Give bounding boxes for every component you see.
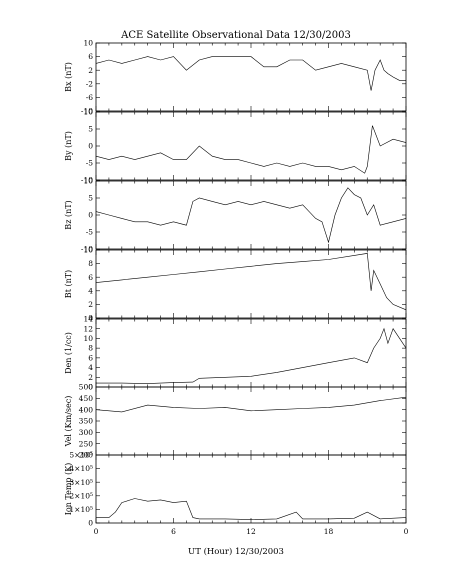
x-tick-label: 0	[404, 527, 409, 536]
y-tick-label: 1×10⁵	[69, 505, 93, 514]
y-tick-label: 0	[88, 383, 93, 392]
x-tick-label: 6	[171, 527, 176, 536]
x-tick-label: 18	[324, 527, 334, 536]
panel-4: 10 8 6 4 2 0 Bt (nT)	[64, 246, 407, 323]
y-tick-label: 3×10⁵	[69, 478, 93, 487]
y-tick-label: -10	[81, 245, 93, 254]
y-tick-label: 6	[88, 353, 93, 362]
y-tick-label: -5	[86, 228, 94, 237]
y-tick-label: 10	[83, 177, 93, 186]
y-tick-label: -10	[81, 107, 93, 116]
y-tick-label: 14	[83, 315, 93, 324]
y-axis-label: Bt (nT)	[64, 270, 73, 298]
panels: 10 6 2 -2 -6 -10 Bx (nT) 10 5 0 -5 -10 By (nT) 10 5 0 -5…	[64, 39, 409, 536]
y-tick-label: 8	[88, 259, 93, 268]
plot-frame	[95, 386, 407, 456]
y-tick-label: 0	[88, 314, 93, 323]
y-tick-label: -5	[86, 159, 94, 168]
panel-3: 10 5 0 -5 -10 Bz (nT)	[64, 177, 407, 254]
plot-frame	[95, 318, 407, 388]
y-tick-label: 6	[88, 273, 93, 282]
y-tick-label: -6	[86, 93, 94, 102]
y-tick-label: 12	[83, 324, 93, 333]
plot-frame	[95, 454, 407, 524]
series-line	[95, 56, 406, 91]
y-tick-label: 4×10⁵	[69, 464, 93, 473]
figure-title: ACE Satellite Observational Data 12/30/2…	[120, 30, 351, 41]
y-tick-label: 10	[83, 39, 93, 48]
y-tick-label: 5	[88, 194, 93, 203]
y-axis-label: Bz (nT)	[64, 200, 73, 229]
series-line	[96, 498, 407, 520]
y-tick-label: 350	[79, 417, 94, 426]
y-tick-label: 250	[79, 439, 94, 448]
y-tick-label: 4	[88, 286, 93, 295]
series-line	[95, 125, 407, 174]
y-tick-label: 4	[88, 363, 93, 372]
y-tick-label: -10	[81, 176, 93, 185]
y-tick-label: -2	[86, 79, 94, 88]
x-axis-label: UT (Hour) 12/30/2003	[188, 546, 284, 557]
y-tick-label: 0	[88, 142, 93, 151]
y-tick-label: 200	[79, 451, 94, 460]
y-tick-label: 6	[88, 52, 93, 61]
y-tick-label: 2	[88, 373, 93, 382]
y-tick-label: 2×10⁵	[69, 491, 93, 500]
y-tick-label: 500	[79, 383, 94, 392]
series-line	[96, 327, 407, 384]
y-tick-label: 10	[83, 108, 93, 117]
plot-frame	[95, 249, 407, 319]
panel-1: 10 6 2 -2 -6 -10 Bx (nT)	[64, 39, 407, 116]
series-line	[95, 253, 407, 311]
y-tick-label: 10	[83, 334, 93, 343]
y-tick-label: 2	[88, 300, 93, 309]
y-axis-label: Bx (nT)	[64, 62, 73, 92]
y-axis-label: Vel (Km/sec)	[64, 396, 73, 448]
plot-frame	[95, 180, 407, 250]
x-tick-label: 12	[246, 527, 256, 536]
y-tick-label: 8	[88, 344, 93, 353]
y-tick-label: 5	[88, 125, 93, 134]
panel-2: 10 5 0 -5 -10 By (nT)	[64, 108, 407, 185]
series-line	[95, 396, 407, 413]
y-axis-label: Den (1/cc)	[64, 332, 73, 374]
panel-6: 500 450 400 350 300 250 200 Vel (Km/sec)	[64, 383, 407, 460]
x-tick-label: 0	[94, 527, 99, 536]
plot-frame	[95, 42, 407, 112]
series-line	[95, 187, 407, 244]
y-tick-label: 400	[79, 405, 94, 414]
y-tick-label: 300	[79, 428, 94, 437]
y-tick-label: 2	[88, 66, 93, 75]
y-tick-label: 0	[88, 519, 93, 528]
y-axis-label: Ion Temp (K)	[64, 463, 73, 516]
y-tick-label: 450	[79, 394, 94, 403]
y-tick-label: 10	[83, 246, 93, 255]
y-axis-label: By (nT)	[64, 131, 73, 161]
y-tick-label: 5×10⁵	[69, 451, 93, 460]
y-tick-label: 0	[88, 211, 93, 220]
